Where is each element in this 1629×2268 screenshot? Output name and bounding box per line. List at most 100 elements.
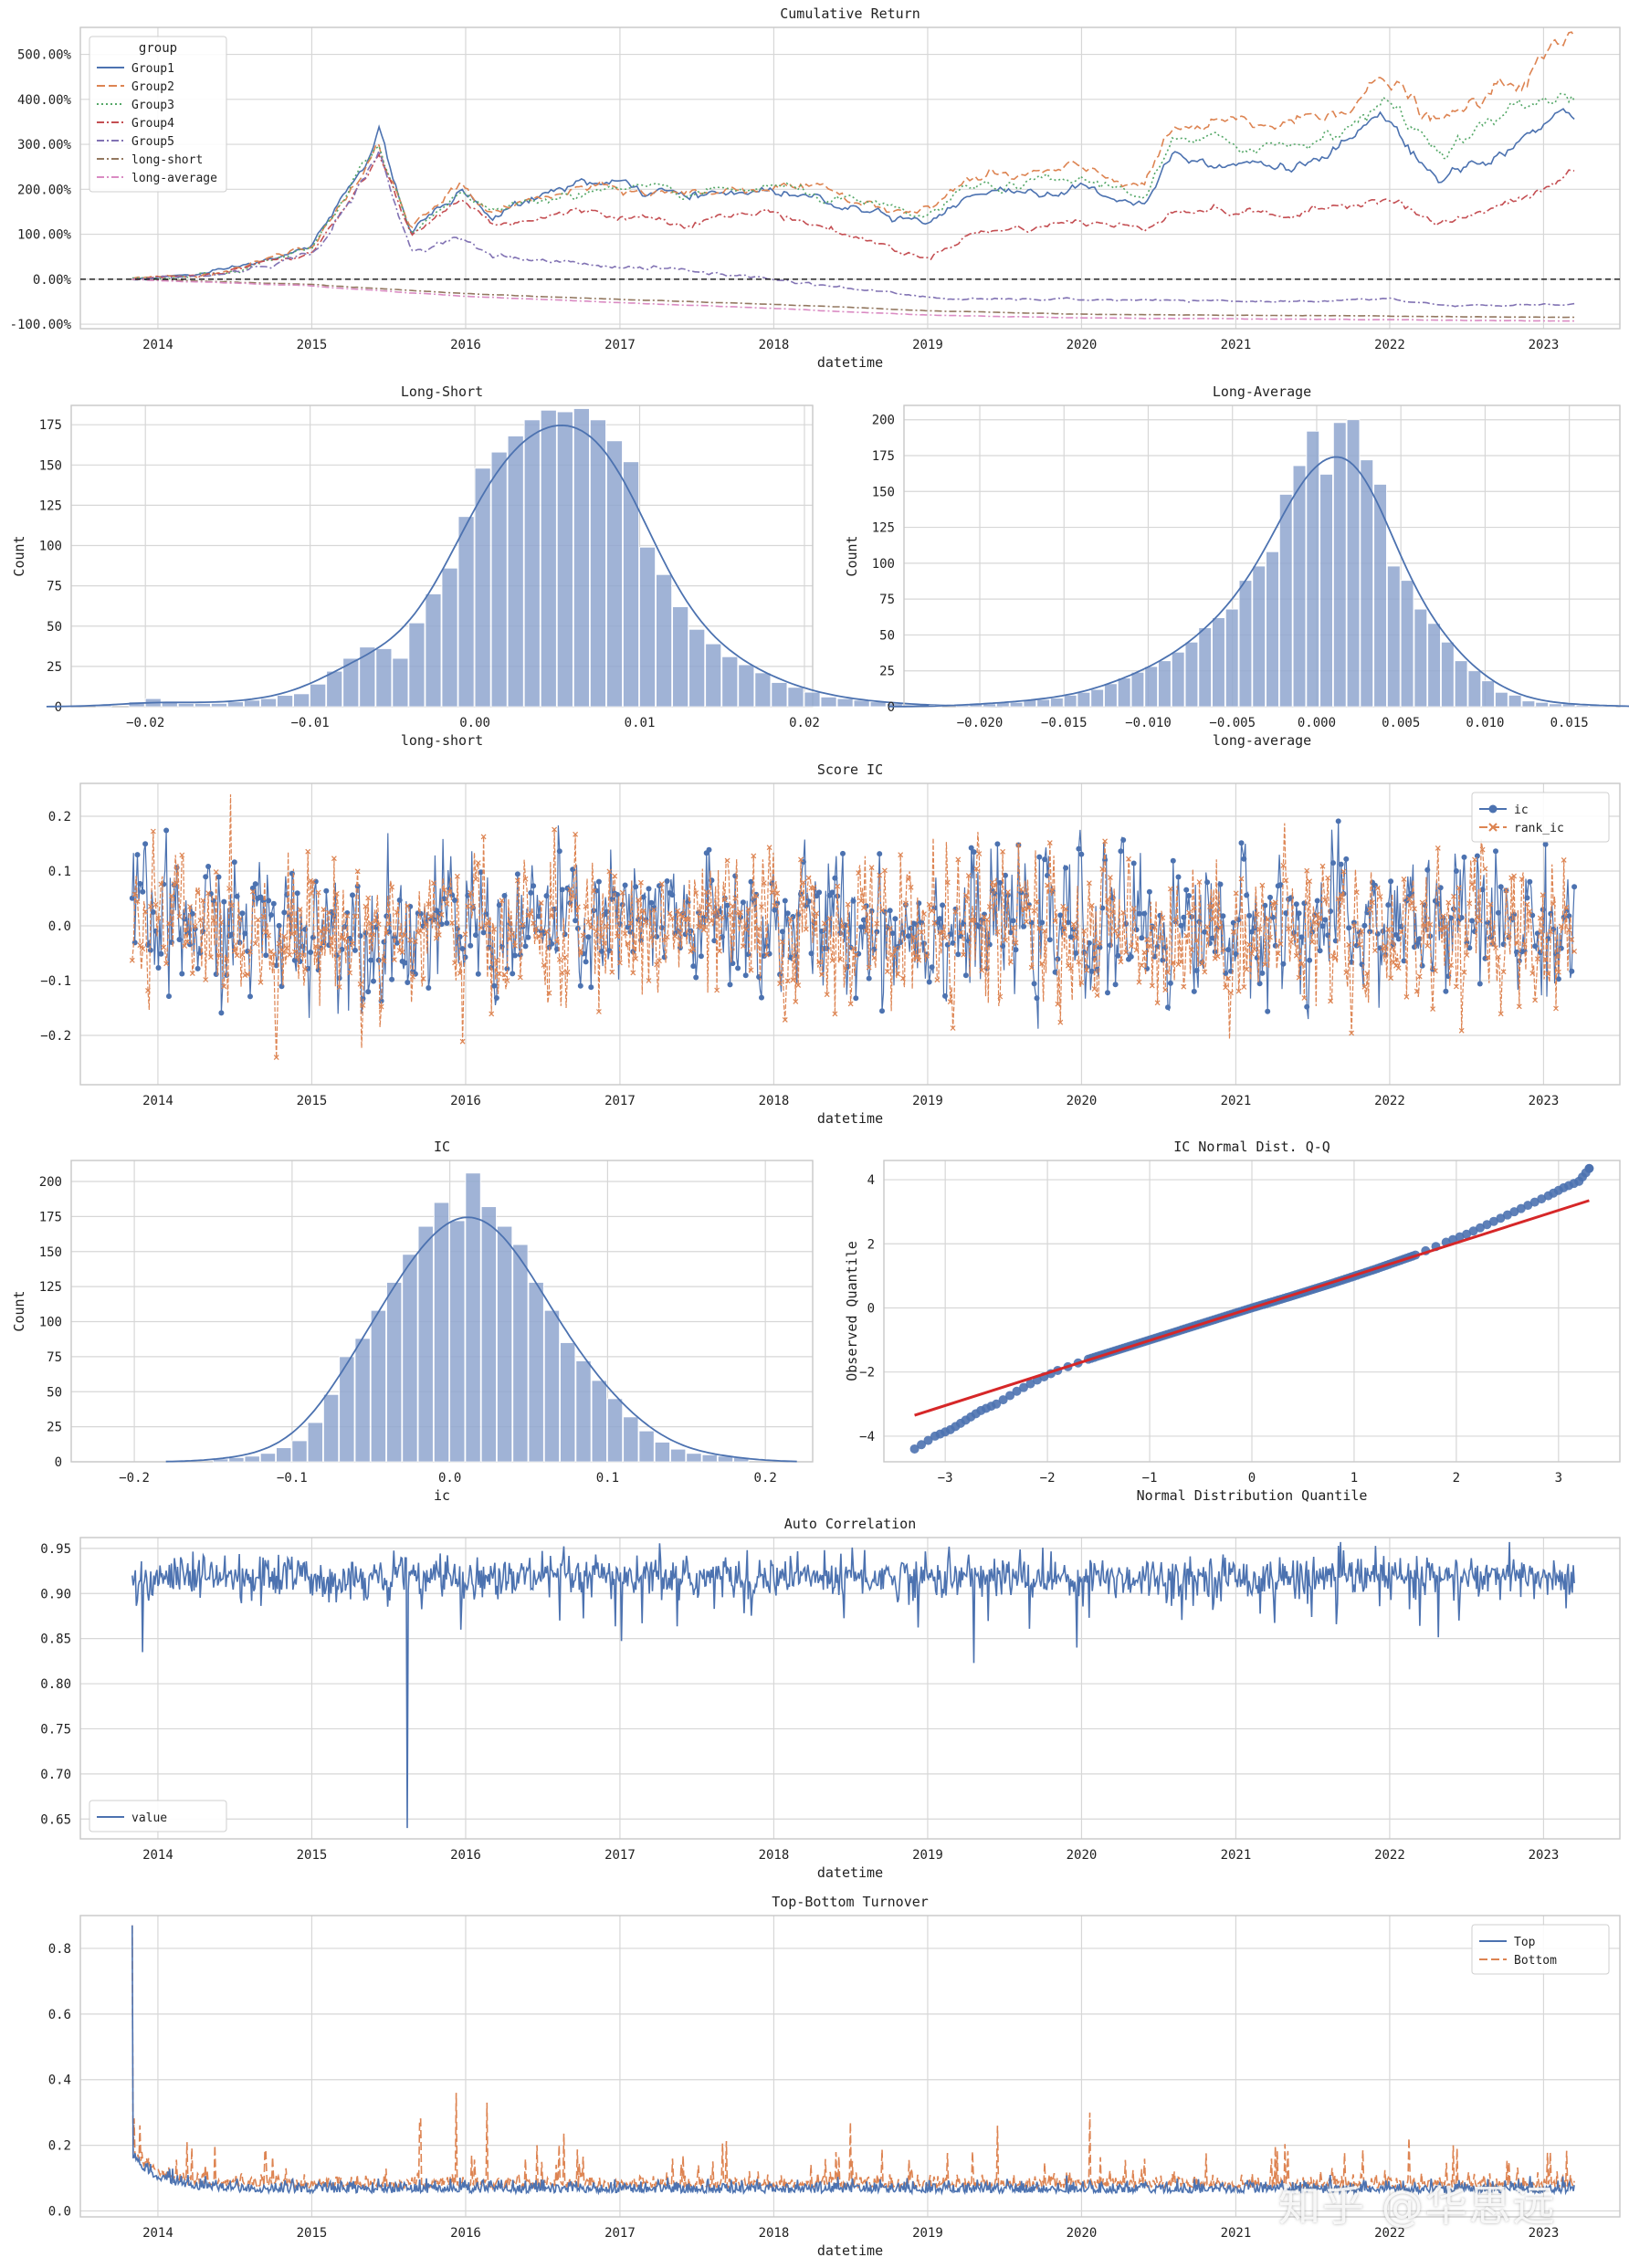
- x-tick-label: 0.01: [625, 716, 656, 730]
- legend-label: long-average: [131, 172, 217, 185]
- chart-title: Cumulative Return: [780, 5, 920, 22]
- x-tick-label: −0.010: [1125, 716, 1172, 730]
- histogram-bar: [408, 622, 426, 708]
- histogram-bar: [1117, 677, 1131, 708]
- y-tick-label: 175: [872, 449, 895, 464]
- y-tick-label: 75: [47, 580, 62, 594]
- legend-marker: [1488, 804, 1498, 814]
- y-tick-label: 200: [39, 1175, 62, 1190]
- y-tick-label: 0: [888, 700, 895, 715]
- rank-ic-point: [182, 943, 188, 949]
- y-tick-label: 0.4: [48, 2074, 71, 2088]
- legend-label: rank_ic: [1514, 822, 1564, 835]
- legend: value: [89, 1800, 227, 1832]
- y-tick-label: 0.70: [40, 1768, 71, 1782]
- x-tick-label: 2015: [297, 1848, 328, 1863]
- histogram-bar: [259, 1453, 276, 1463]
- y-tick-label: 125: [872, 521, 895, 536]
- x-tick-label: 2017: [604, 338, 636, 352]
- x-tick-label: 2014: [142, 1094, 173, 1108]
- histogram-bar: [1373, 484, 1387, 708]
- x-tick-label: 2018: [759, 1094, 790, 1108]
- histogram-bar: [670, 1448, 687, 1463]
- x-tick-label: 2017: [604, 1848, 636, 1863]
- x-tick-label: 0.2: [754, 1471, 777, 1486]
- x-tick-label: 2016: [450, 1848, 481, 1863]
- chart-title: IC Normal Dist. Q-Q: [1173, 1139, 1330, 1155]
- y-tick-label: 175: [39, 1210, 62, 1224]
- histogram-bar: [354, 1338, 371, 1463]
- histogram-bar: [1521, 700, 1536, 708]
- x-tick-label: 2: [1453, 1471, 1460, 1486]
- y-tick-label: 200: [872, 414, 895, 428]
- x-tick-label: 2014: [142, 338, 173, 352]
- histogram-bar: [591, 1380, 607, 1463]
- y-tick-label: 125: [39, 1280, 62, 1295]
- legend-label: Group5: [131, 135, 174, 149]
- y-tick-label: 300.00%: [17, 138, 72, 152]
- rank-ic-point: [604, 923, 610, 929]
- histogram-bar: [1158, 660, 1172, 708]
- histogram-bar: [1090, 688, 1104, 708]
- histogram-bar: [654, 1442, 670, 1463]
- rank-ic-point: [483, 922, 489, 929]
- y-tick-label: 200.00%: [17, 183, 72, 197]
- histogram-bar: [1427, 623, 1441, 708]
- histogram-bar: [1238, 580, 1253, 708]
- x-tick-label: 2022: [1374, 338, 1405, 352]
- y-tick-label: 0.85: [40, 1633, 71, 1647]
- y-tick-label: 0.1: [48, 865, 71, 879]
- chart-title: Auto Correlation: [784, 1516, 917, 1532]
- histogram-bar: [339, 1356, 355, 1463]
- histogram-bar: [639, 546, 656, 708]
- histogram-bar: [623, 1416, 639, 1463]
- histogram-bar: [607, 1398, 624, 1463]
- rank-ic-point: [556, 957, 562, 962]
- histogram-bar: [787, 687, 804, 708]
- histogram-bar: [1224, 608, 1239, 708]
- y-tick-label: 25: [47, 1421, 62, 1435]
- histogram-bar: [672, 606, 689, 708]
- x-tick-label: −0.02: [126, 716, 164, 730]
- rank-ic-point: [315, 889, 321, 896]
- histogram-bar: [738, 664, 755, 708]
- legend-frame: [89, 36, 227, 193]
- legend-label: Group4: [131, 117, 174, 131]
- x-axis-label: datetime: [817, 1110, 883, 1127]
- x-tick-label: 2021: [1221, 1848, 1252, 1863]
- series-line: [131, 1925, 1575, 2191]
- rank-ic-point: [187, 904, 193, 909]
- histogram-bar: [291, 1440, 308, 1463]
- x-axis-label: long-short: [401, 732, 483, 749]
- histogram-bar: [540, 409, 557, 708]
- histogram-bar: [1198, 627, 1212, 708]
- y-tick-label: 0: [55, 700, 62, 715]
- histogram-bar: [820, 697, 837, 708]
- y-tick-label: 0.95: [40, 1542, 71, 1557]
- y-tick-label: 0.0: [48, 919, 71, 934]
- histogram-bar: [507, 436, 524, 708]
- histogram-bar: [512, 1244, 529, 1463]
- rank-ic-point: [147, 903, 153, 909]
- x-axis-label: Normal Distribution Quantile: [1137, 1487, 1368, 1504]
- watermark: 知乎 @华思远: [1278, 2181, 1557, 2231]
- histogram-bar: [556, 411, 573, 708]
- x-tick-label: 2014: [142, 1848, 173, 1863]
- histogram-bar: [705, 643, 722, 708]
- histogram-bar: [228, 1456, 245, 1463]
- legend-label: long-short: [131, 153, 203, 167]
- rank-ic-point: [336, 984, 342, 991]
- histogram-bar: [1319, 474, 1333, 708]
- histogram-bar: [836, 698, 854, 708]
- chart-cumret: 2014 2015 2016 2017 2018 2019 2020 2021 2022 2023…: [10, 5, 1621, 371]
- histogram-bar: [754, 672, 772, 708]
- histogram-bar: [528, 1282, 544, 1463]
- y-axis-label: Count: [11, 1290, 27, 1331]
- y-tick-label: 100: [39, 1316, 62, 1330]
- chart-title: IC: [434, 1139, 450, 1155]
- histogram-bar: [386, 1282, 403, 1463]
- chart-title: Score IC: [817, 761, 883, 778]
- histogram-bar: [359, 646, 376, 708]
- chart-title: Top-Bottom Turnover: [772, 1894, 929, 1910]
- x-tick-label: 2019: [912, 338, 943, 352]
